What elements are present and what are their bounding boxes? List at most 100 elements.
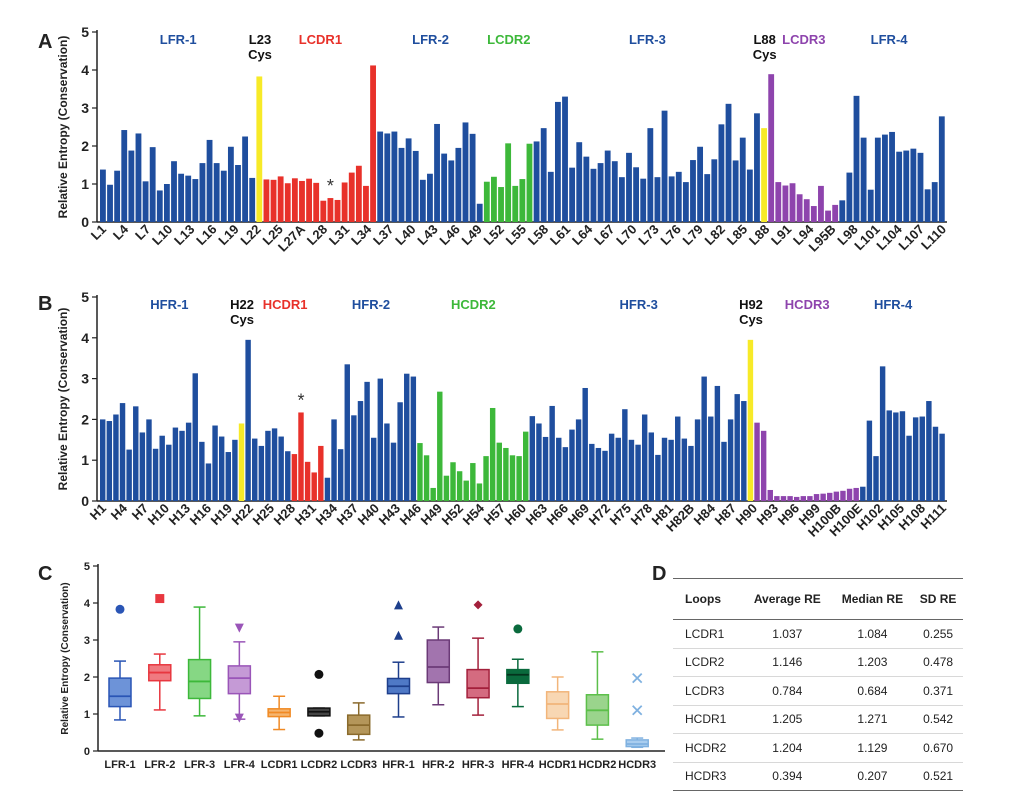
bar xyxy=(882,134,888,222)
x-tick-label: LCDR2 xyxy=(301,759,338,771)
bar xyxy=(498,187,504,222)
bar xyxy=(647,128,654,222)
bar xyxy=(423,455,430,501)
bar xyxy=(245,339,251,501)
bar xyxy=(595,447,602,501)
box-body xyxy=(108,677,132,708)
y-tick-label: 3 xyxy=(84,635,90,647)
bar xyxy=(519,179,526,222)
region-label: HFR-3 xyxy=(620,297,658,312)
bar xyxy=(156,190,163,222)
bar xyxy=(661,437,668,501)
bar xyxy=(212,425,218,501)
bar xyxy=(313,182,320,222)
bar xyxy=(470,463,476,501)
bar xyxy=(483,181,490,222)
bar xyxy=(576,142,583,222)
bar xyxy=(542,436,549,501)
outlier-point xyxy=(513,624,523,634)
y-tick-label: 4 xyxy=(81,330,89,346)
bar xyxy=(840,490,846,501)
bar xyxy=(370,65,376,222)
table-header-row: Loops Average RE Median RE SD RE xyxy=(673,578,963,620)
bar xyxy=(668,439,674,501)
bar xyxy=(163,184,170,222)
bar xyxy=(462,122,469,222)
bar xyxy=(780,496,787,501)
bar xyxy=(192,179,199,222)
table-cell: LCDR1 xyxy=(673,619,743,649)
bar xyxy=(199,441,205,501)
bar xyxy=(893,412,899,501)
bar xyxy=(512,185,519,222)
bar xyxy=(304,461,311,501)
bar xyxy=(476,203,483,222)
bar xyxy=(681,438,688,501)
x-tick-label: L31 xyxy=(326,222,352,248)
bar xyxy=(839,200,846,222)
region-label: LFR-2 xyxy=(412,32,449,47)
bar xyxy=(533,141,540,222)
x-tick-label: L85 xyxy=(724,222,750,248)
bar xyxy=(469,133,476,222)
annotation-star: * xyxy=(297,391,304,411)
table-cell: LCDR2 xyxy=(673,648,743,677)
bar xyxy=(682,182,689,222)
bar xyxy=(284,183,291,222)
bar xyxy=(185,422,192,501)
outlier-point xyxy=(234,713,244,723)
x-tick-label: LFR-3 xyxy=(184,759,215,771)
bar xyxy=(327,198,334,222)
bar xyxy=(582,387,588,501)
outlier-point xyxy=(115,604,125,614)
bar xyxy=(235,165,241,222)
bar xyxy=(932,426,939,501)
bar xyxy=(597,163,604,222)
bar xyxy=(833,491,840,501)
bar xyxy=(789,183,796,222)
x-tick-label: L46 xyxy=(436,222,462,248)
bar xyxy=(873,456,879,501)
region-label: H92 Cys xyxy=(739,297,763,327)
x-tick-label: L76 xyxy=(657,222,683,248)
outlier-point xyxy=(394,630,403,640)
bar xyxy=(496,442,502,501)
x-tick-label: L110 xyxy=(918,222,949,253)
bar xyxy=(608,433,615,501)
table-cell: HCDR3 xyxy=(673,762,743,791)
bar xyxy=(690,160,696,222)
bar xyxy=(146,419,152,501)
bar xyxy=(100,169,106,222)
bar xyxy=(569,167,576,222)
x-tick-label: HCDR3 xyxy=(618,759,656,771)
bar xyxy=(166,444,172,501)
bar xyxy=(746,169,753,222)
bar xyxy=(483,456,489,501)
bar xyxy=(782,185,789,222)
y-tick-label: 0 xyxy=(84,746,90,758)
bar xyxy=(853,487,859,501)
outlier-point xyxy=(155,594,165,604)
bar xyxy=(761,128,767,222)
outlier-point xyxy=(314,669,324,679)
table-header-cell: Loops xyxy=(673,578,743,620)
region-label: H22 Cys xyxy=(230,297,254,327)
table-row: HCDR1 1.205 1.271 0.542 xyxy=(673,705,963,734)
bar xyxy=(331,419,337,501)
region-label: LFR-1 xyxy=(160,32,197,47)
bar xyxy=(364,381,370,501)
bar xyxy=(311,472,317,501)
bar xyxy=(213,163,220,222)
bar xyxy=(249,177,256,222)
x-tick-label: L40 xyxy=(392,222,418,248)
bar xyxy=(277,176,284,222)
bar xyxy=(455,147,462,222)
bar xyxy=(172,427,179,501)
panel-label-d: D xyxy=(652,563,666,585)
bar xyxy=(807,496,813,501)
bar xyxy=(727,419,734,501)
bar xyxy=(924,189,931,222)
region-label: HFR-4 xyxy=(874,297,913,312)
bar xyxy=(818,185,824,222)
bar xyxy=(113,414,119,501)
